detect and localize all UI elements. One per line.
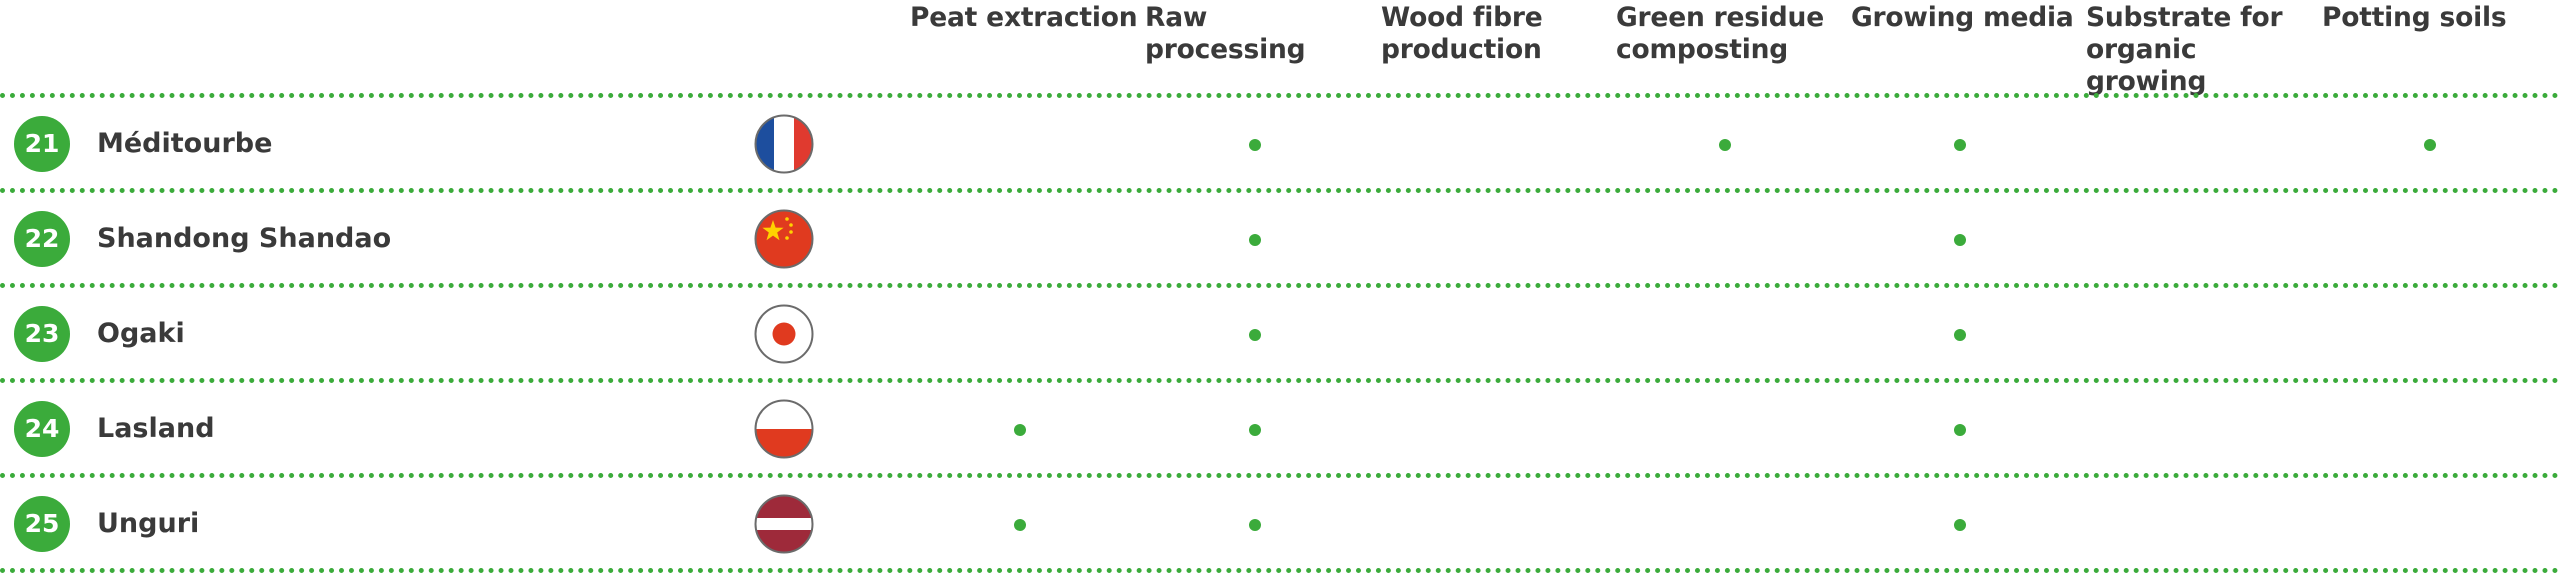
row-divider	[0, 473, 2560, 478]
column-header-substrate-for-organic-growing: Substrate for organic growing	[2086, 2, 2283, 97]
indicator-dot	[1249, 424, 1261, 436]
china-flag-icon	[754, 209, 814, 269]
table-row: 25 Unguri	[0, 479, 2560, 569]
company-name: Lasland	[97, 413, 215, 444]
column-header-peat-extraction: Peat extraction	[910, 2, 1138, 33]
indicator-dot	[1954, 329, 1966, 341]
column-header-green-residue-composting: Green residue composting	[1616, 2, 1824, 65]
indicator-dot	[1954, 139, 1966, 151]
indicator-dot	[1249, 329, 1261, 341]
indicator-dot	[2424, 139, 2436, 151]
row-number-badge: 24	[14, 401, 70, 457]
row-divider	[0, 378, 2560, 383]
column-header-growing-media: Growing media	[1851, 2, 2074, 33]
row-divider	[0, 568, 2560, 573]
row-divider	[0, 188, 2560, 193]
indicator-dot	[1014, 424, 1026, 436]
company-name: Ogaki	[97, 318, 185, 349]
indicator-dot	[1954, 424, 1966, 436]
indicator-dot	[1719, 139, 1731, 151]
indicator-dot	[1249, 519, 1261, 531]
poland-flag-icon	[754, 399, 814, 459]
company-name: Méditourbe	[97, 128, 273, 159]
indicator-dot	[1249, 139, 1261, 151]
row-number-badge: 25	[14, 496, 70, 552]
row-divider	[0, 93, 2560, 98]
france-flag-icon	[754, 114, 814, 174]
indicator-dot	[1954, 519, 1966, 531]
indicator-dot	[1249, 234, 1261, 246]
table-row: 23 Ogaki	[0, 289, 2560, 379]
column-header-potting-soils: Potting soils	[2322, 2, 2507, 33]
indicator-dot	[1954, 234, 1966, 246]
indicator-dot	[1014, 519, 1026, 531]
table-row: 21 Méditourbe	[0, 99, 2560, 189]
latvia-flag-icon	[754, 494, 814, 554]
row-number-badge: 21	[14, 116, 70, 172]
japan-flag-icon	[754, 304, 814, 364]
column-header-raw-processing: Raw processing	[1145, 2, 1306, 65]
table-header: Peat extraction Raw processing Wood fibr…	[0, 0, 2560, 97]
table-row: 24 Lasland	[0, 384, 2560, 474]
row-divider	[0, 283, 2560, 288]
row-number-badge: 23	[14, 306, 70, 362]
table-row: 22 Shandong Shandao	[0, 194, 2560, 284]
company-name: Shandong Shandao	[97, 223, 392, 254]
column-header-wood-fibre-production: Wood fibre production	[1381, 2, 1543, 65]
row-number-badge: 22	[14, 211, 70, 267]
company-name: Unguri	[97, 508, 200, 539]
